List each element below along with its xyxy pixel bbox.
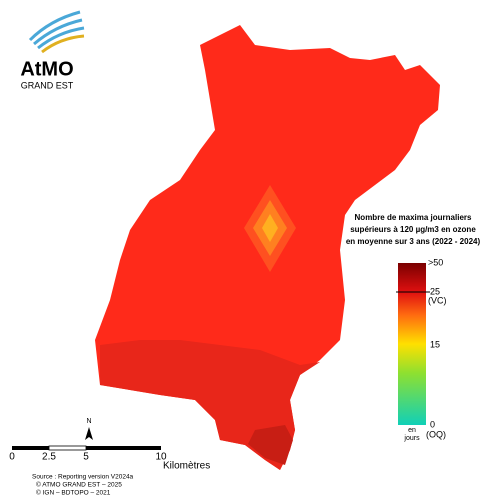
scale-bar: 0 2.5 5 10 Kilomètres <box>9 445 210 472</box>
legend-title: supérieurs à 120 µg/m3 en ozone <box>350 225 476 234</box>
legend: Nombre de maxima journaliers supérieurs … <box>346 213 481 246</box>
legend-title: Nombre de maxima journaliers <box>355 213 472 222</box>
north-label: N <box>86 418 91 425</box>
scale-label: >50 <box>428 257 443 267</box>
scale-label: 25 <box>430 286 440 296</box>
scale-tick: 10 <box>155 452 167 463</box>
scale-label: 0 <box>430 419 435 429</box>
unit-label: en <box>408 427 416 434</box>
scale-unit: Kilomètres <box>163 461 210 472</box>
scale-label: (VC) <box>428 295 447 305</box>
scale-label: 15 <box>430 339 440 349</box>
scale-tick: 5 <box>83 452 89 463</box>
color-bar <box>398 263 426 425</box>
hotspot-inner <box>262 214 278 242</box>
north-arrow: N <box>85 418 93 440</box>
scale-tick: 0 <box>9 452 15 463</box>
source: Source : Reporting version V2024a © ATMO… <box>32 474 134 497</box>
source-line: © ATMO GRAND EST – 2025 <box>36 481 122 489</box>
scale-tick: 2.5 <box>42 452 56 463</box>
source-line: © IGN – BDTOPO – 2021 <box>36 489 111 497</box>
unit-label: jours <box>403 435 420 442</box>
darkest-zone <box>248 425 293 465</box>
region-map <box>95 25 440 470</box>
logo-region: GRAND EST <box>21 80 74 90</box>
color-scale: >50 25 (VC) 15 0 (OQ) en jours <box>396 257 447 442</box>
scale-label: (OQ) <box>426 429 446 439</box>
source-line: Source : Reporting version V2024a <box>32 474 134 481</box>
north-arrow-shape <box>85 427 93 440</box>
logo: AtMO GRAND EST <box>20 10 85 90</box>
legend-title: en moyenne sur 3 ans (2022 - 2024) <box>346 237 481 246</box>
logo-name: AtMO <box>20 58 73 80</box>
